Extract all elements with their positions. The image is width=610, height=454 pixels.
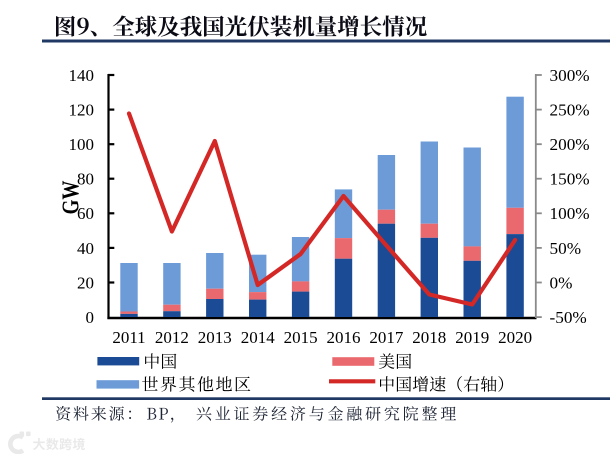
svg-text:100%: 100%	[550, 204, 590, 223]
svg-text:2012: 2012	[155, 328, 189, 347]
svg-text:2016: 2016	[327, 328, 361, 347]
svg-text:250%: 250%	[550, 101, 590, 120]
svg-text:300%: 300%	[550, 66, 590, 85]
svg-text:2017: 2017	[369, 328, 404, 347]
svg-text:2019: 2019	[455, 328, 489, 347]
svg-text:2013: 2013	[198, 328, 232, 347]
svg-text:-50%: -50%	[550, 308, 587, 327]
svg-text:150%: 150%	[550, 170, 590, 189]
svg-text:0%: 0%	[550, 273, 573, 292]
svg-text:50%: 50%	[550, 239, 582, 258]
svg-text:60: 60	[77, 204, 94, 223]
svg-text:80: 80	[77, 170, 94, 189]
svg-text:2018: 2018	[412, 328, 446, 347]
svg-text:2020: 2020	[498, 328, 532, 347]
svg-text:2011: 2011	[112, 328, 145, 347]
svg-text:120: 120	[69, 101, 95, 120]
svg-text:2015: 2015	[284, 328, 318, 347]
svg-text:0: 0	[86, 308, 95, 327]
svg-text:100: 100	[69, 135, 95, 154]
svg-text:20: 20	[77, 273, 94, 292]
svg-text:200%: 200%	[550, 135, 590, 154]
svg-text:GW: GW	[57, 180, 84, 214]
svg-text:40: 40	[77, 239, 94, 258]
svg-text:140: 140	[69, 66, 95, 85]
svg-text:2014: 2014	[241, 328, 276, 347]
